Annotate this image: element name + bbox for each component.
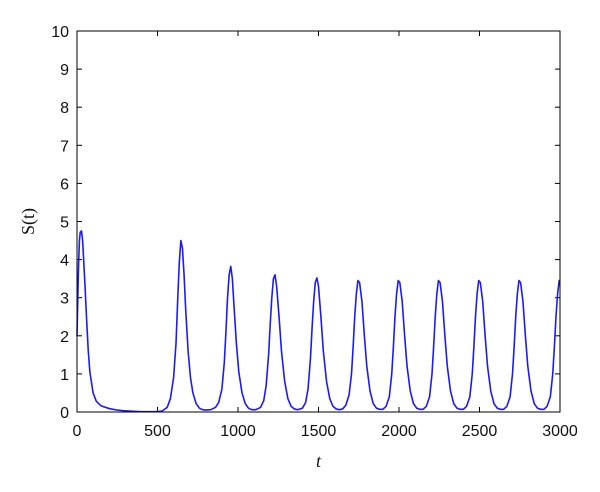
x-tick-label-1: 500 (144, 423, 171, 440)
y-tick-label-9: 9 (60, 62, 69, 79)
y-axis-ticks: 0 1 2 3 4 5 6 7 8 9 10 (51, 24, 560, 422)
x-tick-label-3: 1500 (301, 423, 337, 440)
x-tick-label-0: 0 (73, 423, 82, 440)
plot-frame (76, 30, 561, 413)
y-tick-label-7: 7 (60, 138, 69, 155)
y-tick-label-1: 1 (60, 367, 69, 384)
y-tick-label-8: 8 (60, 100, 69, 117)
x-axis-label: t (316, 451, 322, 471)
series-line (76, 230, 560, 413)
y-tick-label-3: 3 (60, 291, 69, 308)
x-axis-ticks: 0 500 1000 1500 2000 2500 3000 (73, 31, 578, 440)
y-tick-label-0: 0 (60, 405, 69, 422)
y-tick-label-6: 6 (60, 176, 69, 193)
y-tick-label-2: 2 (60, 329, 69, 346)
x-tick-label-5: 2500 (462, 423, 498, 440)
y-axis-label: S(t) (18, 208, 39, 235)
y-tick-label-10: 10 (51, 24, 69, 41)
y-tick-label-5: 5 (60, 215, 69, 232)
x-tick-label-4: 2000 (381, 423, 417, 440)
x-tick-label-2: 1000 (220, 423, 256, 440)
x-tick-label-6: 3000 (542, 423, 578, 440)
y-tick-label-4: 4 (60, 253, 69, 270)
